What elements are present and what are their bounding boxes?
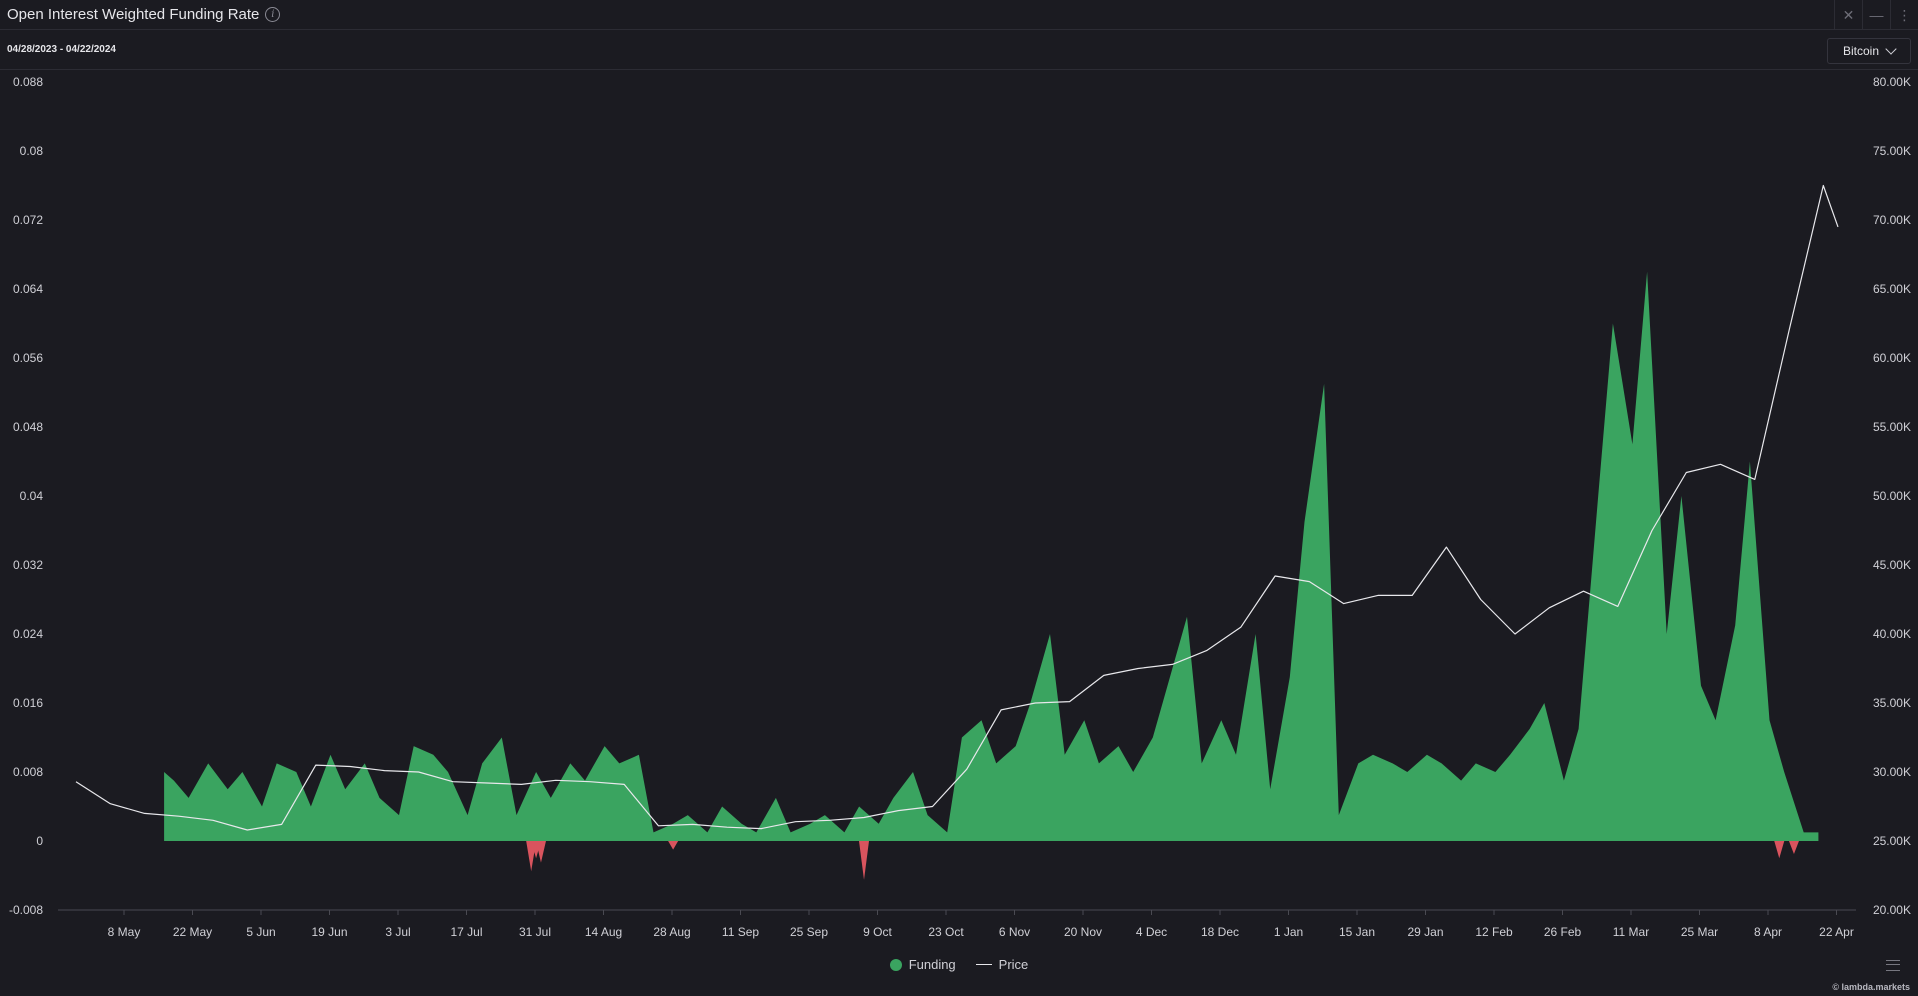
x-tick-label: 5 Jun <box>246 925 275 939</box>
y-left-tick-label: 0.048 <box>13 420 43 434</box>
chart-toolbar: 04/28/2023 - 04/22/2024 Bitcoin <box>0 30 1918 70</box>
y-right-tick-label: 50.00K <box>1873 489 1911 503</box>
x-tick-label: 29 Jan <box>1407 925 1443 939</box>
x-tick-label: 26 Feb <box>1544 925 1582 939</box>
x-tick-label: 8 Apr <box>1754 925 1782 939</box>
x-tick-label: 15 Jan <box>1339 925 1375 939</box>
y-left-tick-label: 0.016 <box>13 696 43 710</box>
x-tick-label: 11 Sep <box>722 925 759 939</box>
credit-text: © lambda.markets <box>1832 982 1910 992</box>
x-tick-label: 6 Nov <box>999 925 1030 939</box>
funding-area-negative <box>859 841 870 880</box>
x-tick-label: 22 May <box>173 925 212 939</box>
funding-legend-marker <box>889 958 902 971</box>
x-tick-label: 23 Oct <box>928 925 964 939</box>
window-header: Open Interest Weighted Funding Rate i ✕ … <box>0 0 1918 30</box>
legend-label-price: Price <box>998 957 1029 972</box>
legend-label-funding: Funding <box>908 957 956 972</box>
date-range[interactable]: 04/28/2023 - 04/22/2024 <box>7 44 116 55</box>
y-left-tick-label: 0.088 <box>13 75 43 89</box>
y-right-tick-label: 55.00K <box>1873 420 1911 434</box>
y-left-tick-label: 0.08 <box>20 144 44 158</box>
funding-area-positive <box>164 271 1819 841</box>
y-right-tick-label: 75.00K <box>1873 144 1911 158</box>
funding-area-negative <box>668 841 679 850</box>
y-right-tick-label: 40.00K <box>1873 627 1911 641</box>
price-line <box>75 184 1839 831</box>
close-icon[interactable]: ✕ <box>1834 0 1862 30</box>
x-tick-label: 28 Aug <box>653 925 690 939</box>
y-left-tick-label: 0.024 <box>13 627 43 641</box>
y-left-tick-label: 0.032 <box>13 558 43 572</box>
chart-legend: Funding Price <box>0 957 1918 972</box>
y-right-tick-label: 80.00K <box>1873 75 1911 89</box>
x-tick-label: 11 Mar <box>1613 925 1649 939</box>
asset-dropdown[interactable]: Bitcoin <box>1827 38 1911 64</box>
y-right-tick-label: 65.00K <box>1873 282 1911 296</box>
y-left-tick-label: 0.072 <box>13 213 43 227</box>
x-tick-label: 25 Sep <box>790 925 828 939</box>
chart-title-group: Open Interest Weighted Funding Rate i <box>7 6 281 23</box>
legend-item-funding[interactable]: Funding <box>889 957 956 972</box>
x-tick-label: 4 Dec <box>1136 925 1167 939</box>
y-right-tick-label: 20.00K <box>1873 903 1911 917</box>
x-tick-label: 31 Jul <box>519 925 551 939</box>
y-right-tick-label: 70.00K <box>1873 213 1911 227</box>
legend-item-price[interactable]: Price <box>975 957 1029 972</box>
x-tick-label: 20 Nov <box>1064 925 1102 939</box>
x-tick-label: 17 Jul <box>450 925 482 939</box>
x-tick-label: 25 Mar <box>1681 925 1718 939</box>
funding-area-negative <box>1788 841 1799 854</box>
x-tick-label: 18 Dec <box>1201 925 1239 939</box>
x-tick-label: 14 Aug <box>585 925 622 939</box>
x-tick-label: 9 Oct <box>863 925 892 939</box>
funding-area-negative <box>535 841 546 863</box>
more-vertical-icon[interactable]: ⋮ <box>1890 0 1918 30</box>
y-left-tick-label: 0.064 <box>13 282 43 296</box>
y-right-tick-label: 45.00K <box>1873 558 1911 572</box>
x-tick-label: 12 Feb <box>1475 925 1513 939</box>
hamburger-menu-icon[interactable] <box>1886 960 1900 971</box>
x-tick-label: 8 May <box>108 925 141 939</box>
minimize-icon[interactable]: — <box>1862 0 1890 30</box>
y-right-tick-label: 35.00K <box>1873 696 1911 710</box>
x-tick-label: 3 Jul <box>385 925 410 939</box>
y-left-tick-label: 0.056 <box>13 351 43 365</box>
y-right-tick-label: 60.00K <box>1873 351 1911 365</box>
y-left-tick-label: 0.008 <box>13 765 43 779</box>
y-left-tick-label: -0.008 <box>9 903 43 917</box>
x-tick-label: 1 Jan <box>1274 925 1303 939</box>
y-right-tick-label: 25.00K <box>1873 834 1911 848</box>
x-tick-label: 19 Jun <box>311 925 347 939</box>
asset-dropdown-label: Bitcoin <box>1842 44 1880 58</box>
y-left-tick-label: 0 <box>36 834 43 848</box>
y-right-tick-label: 30.00K <box>1873 765 1911 779</box>
x-tick-label: 22 Apr <box>1819 925 1854 939</box>
info-icon[interactable]: i <box>265 7 281 22</box>
price-legend-marker <box>975 964 992 965</box>
funding-area-negative <box>1774 841 1785 859</box>
y-left-tick-label: 0.04 <box>20 489 44 503</box>
chart-title: Open Interest Weighted Funding Rate <box>7 6 260 23</box>
